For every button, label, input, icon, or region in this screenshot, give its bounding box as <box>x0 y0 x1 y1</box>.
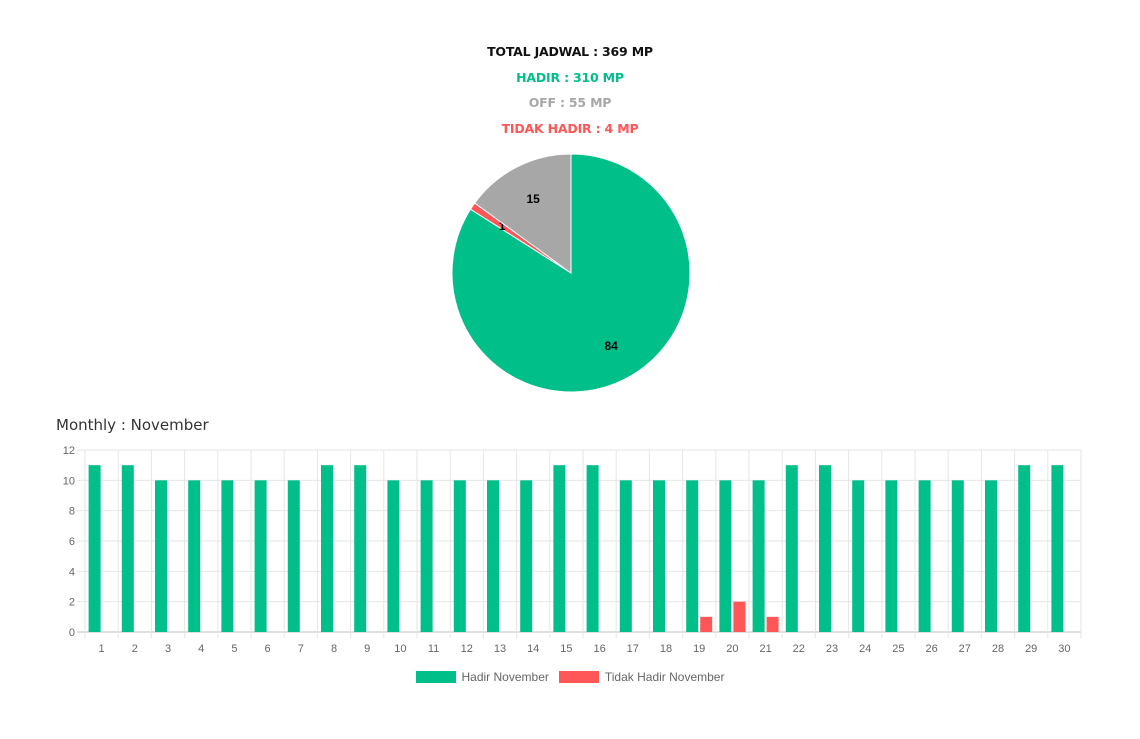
legend-label-tidak-hadir: Tidak Hadir November <box>604 670 725 684</box>
x-tick-label: 14 <box>527 643 539 655</box>
x-tick-label: 16 <box>593 643 605 655</box>
x-tick-label: 28 <box>992 643 1004 655</box>
legend-swatch-hadir <box>415 671 456 683</box>
x-tick-label: 9 <box>364 643 370 655</box>
x-tick-label: 24 <box>859 643 871 655</box>
bar-hadir[interactable] <box>553 465 566 632</box>
x-tick-label: 18 <box>660 643 672 655</box>
pie-slice-off[interactable] <box>474 153 572 274</box>
bar-hadir[interactable] <box>686 480 699 632</box>
y-tick-label: 10 <box>63 475 75 487</box>
off-label: OFF : 55 MP <box>528 95 612 110</box>
x-tick-label: 7 <box>298 643 304 655</box>
bar-hadir[interactable] <box>619 480 632 632</box>
attendance-summary: TOTAL JADWAL : 369 MP HADIR : 310 MP OFF… <box>0 42 1140 144</box>
y-tick-label: 4 <box>69 566 75 578</box>
present-label: HADIR : 310 MP <box>516 69 624 85</box>
x-tick-label: 27 <box>959 643 971 655</box>
x-tick-label: 20 <box>726 643 738 655</box>
bar-hadir[interactable] <box>520 480 533 632</box>
bar-hadir[interactable] <box>885 480 898 632</box>
bar-hadir[interactable] <box>785 465 798 632</box>
bar-tidak-hadir[interactable] <box>700 616 713 632</box>
x-tick-label: 6 <box>265 643 271 655</box>
bar-hadir[interactable] <box>420 480 433 632</box>
bar-hadir[interactable] <box>354 465 367 632</box>
bar-chart-legend: Hadir November Tidak Hadir November <box>0 670 1140 684</box>
bar-hadir[interactable] <box>487 480 499 632</box>
bar-hadir[interactable] <box>254 480 267 632</box>
absent-label: TIDAK HADIR : 4 MP <box>501 120 639 136</box>
bar-tidak-hadir[interactable] <box>733 601 746 632</box>
x-tick-label: 15 <box>560 643 572 655</box>
x-tick-label: 21 <box>759 643 771 655</box>
bar-hadir[interactable] <box>951 480 964 632</box>
x-tick-label: 30 <box>1058 643 1070 655</box>
bar-hadir[interactable] <box>1051 465 1064 632</box>
bar-hadir[interactable] <box>653 480 665 632</box>
x-tick-label: 3 <box>165 643 171 655</box>
x-tick-label: 26 <box>925 643 937 655</box>
bar-hadir[interactable] <box>453 480 466 632</box>
total-schedule-label: TOTAL JADWAL : 369 MP <box>487 44 653 59</box>
bar-hadir[interactable] <box>221 480 234 632</box>
bar-hadir[interactable] <box>719 480 732 632</box>
bar-hadir[interactable] <box>387 480 400 632</box>
x-tick-label: 8 <box>331 643 337 655</box>
bar-hadir[interactable] <box>852 480 865 632</box>
x-tick-label: 23 <box>826 643 838 655</box>
bar-hadir[interactable] <box>287 480 300 632</box>
monthly-chart-title: Monthly : November <box>56 416 209 434</box>
legend-swatch-tidak-hadir <box>558 671 599 683</box>
x-tick-label: 12 <box>461 643 473 655</box>
x-tick-label: 11 <box>428 643 439 655</box>
x-tick-label: 19 <box>693 643 705 655</box>
bar-hadir[interactable] <box>985 480 997 632</box>
bar-hadir[interactable] <box>918 480 931 632</box>
x-tick-label: 1 <box>99 643 105 655</box>
x-tick-label: 17 <box>627 643 639 655</box>
bar-hadir[interactable] <box>188 480 201 632</box>
x-tick-label: 5 <box>231 643 237 655</box>
legend-item-hadir[interactable]: Hadir November <box>415 670 549 684</box>
bar-hadir[interactable] <box>752 480 765 632</box>
y-tick-label: 2 <box>69 597 75 609</box>
bar-hadir[interactable] <box>121 465 134 632</box>
bar-tidak-hadir[interactable] <box>766 616 779 632</box>
y-tick-label: 6 <box>69 536 75 548</box>
attendance-pie-chart: 84 1 15 <box>451 153 691 393</box>
legend-item-tidak-hadir[interactable]: Tidak Hadir November <box>558 670 725 684</box>
legend-label-hadir: Hadir November <box>461 670 549 684</box>
x-tick-label: 25 <box>892 643 904 655</box>
y-tick-label: 12 <box>63 445 75 457</box>
bar-hadir[interactable] <box>155 480 167 632</box>
y-tick-label: 8 <box>69 506 75 518</box>
y-tick-label: 0 <box>69 627 75 639</box>
x-tick-label: 22 <box>793 643 805 655</box>
bar-hadir[interactable] <box>586 465 599 632</box>
bar-hadir[interactable] <box>819 465 831 632</box>
pie-label-hadir: 84 <box>604 339 618 353</box>
bar-hadir[interactable] <box>1018 465 1031 632</box>
x-tick-label: 4 <box>198 643 204 655</box>
x-tick-label: 13 <box>494 643 506 655</box>
pie-label-tidak-hadir: 1 <box>499 219 506 233</box>
x-tick-label: 2 <box>132 643 138 655</box>
x-tick-label: 29 <box>1025 643 1037 655</box>
bar-hadir[interactable] <box>321 465 333 632</box>
x-tick-label: 10 <box>394 643 406 655</box>
pie-label-off: 15 <box>527 192 541 206</box>
bar-hadir[interactable] <box>88 465 101 632</box>
